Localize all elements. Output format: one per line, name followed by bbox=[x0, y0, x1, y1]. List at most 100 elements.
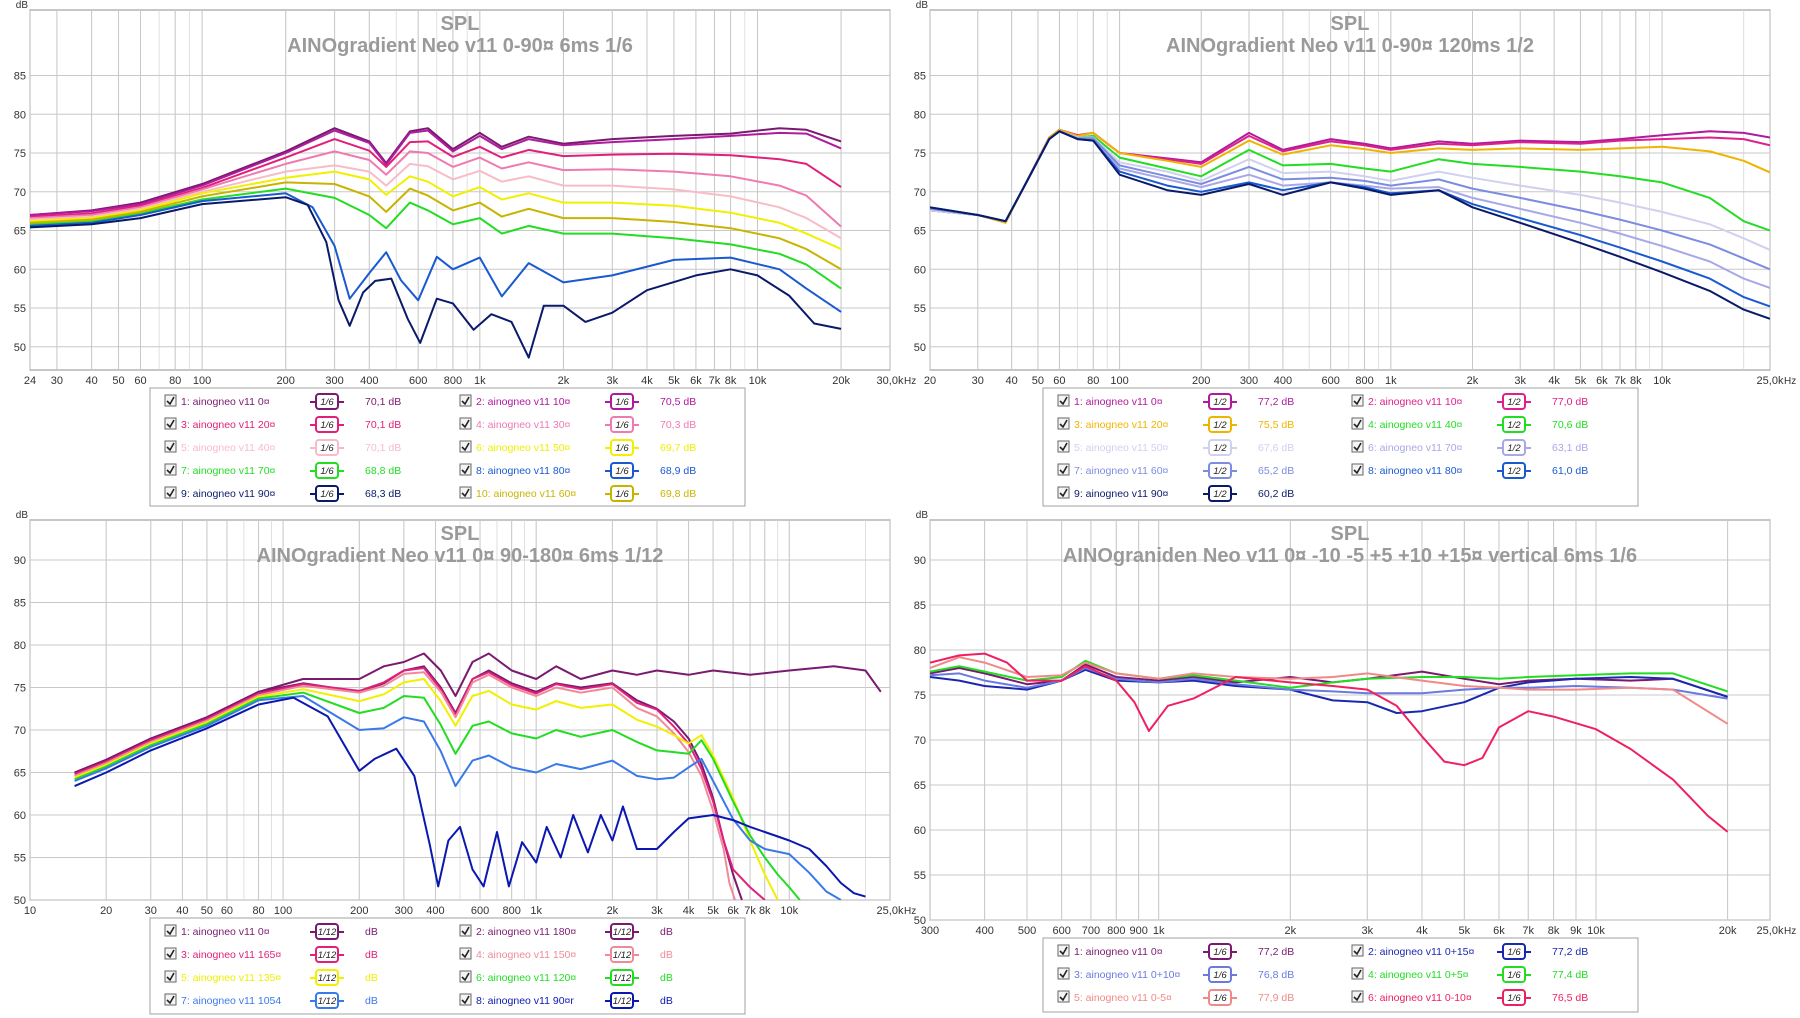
legend-checkbox[interactable] bbox=[459, 970, 472, 983]
legend-item[interactable]: 3: ainogneo v11 20¤ 1/2 75,5 dB bbox=[1057, 416, 1294, 433]
legend-item[interactable]: 3: ainogneo v11 20¤ 1/6 70,1 dB bbox=[164, 416, 401, 433]
legend-checkbox[interactable] bbox=[164, 970, 177, 983]
series-line bbox=[930, 130, 1770, 320]
x-tick-label: 7k bbox=[1614, 375, 1626, 387]
legend-checkbox[interactable] bbox=[164, 993, 177, 1006]
y-tick-label: 75 bbox=[914, 148, 926, 160]
check-icon bbox=[166, 949, 175, 959]
legend-checkbox[interactable] bbox=[1057, 440, 1070, 453]
legend-checkbox[interactable] bbox=[1057, 486, 1070, 499]
legend-smoothing: 1/6 bbox=[1507, 970, 1521, 981]
legend-checkbox[interactable] bbox=[1351, 463, 1364, 476]
legend-checkbox[interactable] bbox=[459, 993, 472, 1006]
legend-checkbox[interactable] bbox=[1351, 394, 1364, 407]
legend-item[interactable]: 4: ainogneo v11 30¤ 1/6 70,3 dB bbox=[459, 416, 696, 433]
legend-checkbox[interactable] bbox=[1351, 967, 1364, 980]
legend-checkbox[interactable] bbox=[1057, 967, 1070, 980]
legend-item[interactable]: 1: ainogneo v11 0¤ 1/12 dB bbox=[164, 923, 378, 940]
y-tick-label: 50 bbox=[914, 915, 926, 927]
legend-checkbox[interactable] bbox=[164, 394, 177, 407]
legend-item[interactable]: 6: ainogneo v11 50¤ 1/6 69,7 dB bbox=[459, 439, 696, 456]
y-tick-label: 85 bbox=[914, 600, 926, 612]
series-group bbox=[74, 652, 882, 900]
legend-item[interactable]: 2: ainogneo v11 10¤ 1/2 77,0 dB bbox=[1351, 393, 1588, 410]
legend-checkbox[interactable] bbox=[1057, 944, 1070, 957]
legend-item[interactable]: 9: ainogneo v11 90¤ 1/6 68,3 dB bbox=[164, 485, 401, 502]
legend-item[interactable]: 4: ainogneo v11 0+5¤ 1/6 77,4 dB bbox=[1351, 966, 1588, 983]
legend-checkbox[interactable] bbox=[164, 463, 177, 476]
legend-checkbox[interactable] bbox=[1351, 990, 1364, 1003]
legend-checkbox[interactable] bbox=[164, 486, 177, 499]
legend-item[interactable]: 6: ainogneo v11 70¤ 1/2 63,1 dB bbox=[1351, 439, 1588, 456]
legend-smoothing: 1/2 bbox=[1213, 489, 1227, 500]
legend-item[interactable]: 9: ainogneo v11 90¤ 1/2 60,2 dB bbox=[1057, 485, 1294, 502]
legend-item[interactable]: 7: ainogneo v11 60¤ 1/2 65,2 dB bbox=[1057, 462, 1294, 479]
legend-checkbox[interactable] bbox=[164, 440, 177, 453]
legend-item[interactable]: 6: ainogneo v11 0-10¤ 1/6 76,5 dB bbox=[1351, 989, 1588, 1006]
legend-checkbox[interactable] bbox=[1351, 440, 1364, 453]
legend-checkbox[interactable] bbox=[1351, 417, 1364, 430]
x-tick-label: 10k bbox=[1653, 375, 1671, 387]
legend-smoothing: 1/12 bbox=[318, 950, 337, 961]
legend-item[interactable]: 4: ainogneo v11 40¤ 1/2 70,6 dB bbox=[1351, 416, 1588, 433]
legend-item[interactable]: 2: ainogneo v11 180¤ 1/12 dB bbox=[459, 923, 673, 940]
legend-item[interactable]: 5: ainogneo v11 0-5¤ 1/6 77,9 dB bbox=[1057, 989, 1294, 1006]
x-tick-label: 7k bbox=[709, 375, 721, 387]
legend-item[interactable]: 8: ainogneo v11 90¤r 1/12 dB bbox=[459, 992, 673, 1009]
y-tick-label: 55 bbox=[914, 870, 926, 882]
legend-checkbox[interactable] bbox=[164, 417, 177, 430]
legend-checkbox[interactable] bbox=[1057, 990, 1070, 1003]
legend-checkbox[interactable] bbox=[1057, 463, 1070, 476]
legend-level: 77,2 dB bbox=[1258, 946, 1294, 958]
legend-item[interactable]: 1: ainogneo v11 0¤ 1/6 77,2 dB bbox=[1057, 943, 1294, 960]
legend-item[interactable]: 7: ainogneo v11 70¤ 1/6 68,8 dB bbox=[164, 462, 401, 479]
legend-checkbox[interactable] bbox=[164, 947, 177, 960]
legend-checkbox[interactable] bbox=[459, 394, 472, 407]
legend-series-name: 4: ainogneo v11 150¤ bbox=[476, 949, 576, 961]
legend-checkbox[interactable] bbox=[459, 463, 472, 476]
legend-checkbox[interactable] bbox=[459, 486, 472, 499]
legend-level: 70,5 dB bbox=[660, 396, 696, 408]
legend-checkbox[interactable] bbox=[459, 947, 472, 960]
x-tick-label: 6k bbox=[1596, 375, 1608, 387]
series-line bbox=[930, 656, 1729, 725]
y-tick-label: 70 bbox=[914, 735, 926, 747]
legend-item[interactable]: 7: ainogneo v11 1054 1/12 dB bbox=[164, 992, 378, 1009]
legend-item[interactable]: 2: ainogneo v11 0+15¤ 1/6 77,2 dB bbox=[1351, 943, 1588, 960]
y-tick-label: 70 bbox=[14, 725, 26, 737]
check-icon bbox=[166, 972, 175, 982]
legend-series-name: 10: ainogneo v11 60¤ bbox=[476, 488, 576, 500]
legend-item[interactable]: 4: ainogneo v11 150¤ 1/12 dB bbox=[459, 946, 673, 963]
legend-item[interactable]: 3: ainogneo v11 165¤ 1/12 dB bbox=[164, 946, 378, 963]
legend-checkbox[interactable] bbox=[164, 924, 177, 937]
legend-level: 77,4 dB bbox=[1552, 969, 1588, 981]
legend-smoothing: 1/12 bbox=[613, 927, 632, 938]
legend-series-name: 6: ainogneo v11 120¤ bbox=[476, 972, 576, 984]
series-line bbox=[74, 695, 842, 900]
legend-item[interactable]: 6: ainogneo v11 120¤ 1/12 dB bbox=[459, 969, 673, 986]
legend-checkbox[interactable] bbox=[459, 417, 472, 430]
legend-item[interactable]: 1: ainogneo v11 0¤ 1/2 77,2 dB bbox=[1057, 393, 1294, 410]
legend-swatch-box bbox=[315, 969, 339, 986]
legend-item[interactable]: 2: ainogneo v11 10¤ 1/6 70,5 dB bbox=[459, 393, 696, 410]
legend-checkbox[interactable] bbox=[459, 924, 472, 937]
legend-item[interactable]: 5: ainogneo v11 40¤ 1/6 70,1 dB bbox=[164, 439, 401, 456]
x-tick-label: 20k bbox=[1719, 925, 1737, 937]
legend-checkbox[interactable] bbox=[1351, 944, 1364, 957]
legend-item[interactable]: 5: ainogneo v11 50¤ 1/2 67,6 dB bbox=[1057, 439, 1294, 456]
legend-item[interactable]: 10: ainogneo v11 60¤ 1/6 69,8 dB bbox=[459, 485, 696, 502]
legend-checkbox[interactable] bbox=[1057, 394, 1070, 407]
x-tick-label: 800 bbox=[1107, 925, 1125, 937]
legend-item[interactable]: 1: ainogneo v11 0¤ 1/6 70,1 dB bbox=[164, 393, 401, 410]
x-tick-label: 600 bbox=[471, 905, 489, 917]
legend-level: 63,1 dB bbox=[1552, 442, 1588, 454]
legend-series-name: 4: ainogneo v11 0+5¤ bbox=[1368, 969, 1469, 981]
legend-item[interactable]: 5: ainogneo v11 135¤ 1/12 dB bbox=[164, 969, 378, 986]
y-tick-label: 65 bbox=[914, 226, 926, 238]
legend-item[interactable]: 8: ainogneo v11 80¤ 1/6 68,9 dB bbox=[459, 462, 696, 479]
legend-item[interactable]: 3: ainogneo v11 0+10¤ 1/6 76,8 dB bbox=[1057, 966, 1294, 983]
legend-checkbox[interactable] bbox=[1057, 417, 1070, 430]
legend-checkbox[interactable] bbox=[459, 440, 472, 453]
x-tick-label: 600 bbox=[409, 375, 427, 387]
legend-item[interactable]: 8: ainogneo v11 80¤ 1/2 61,0 dB bbox=[1351, 462, 1588, 479]
